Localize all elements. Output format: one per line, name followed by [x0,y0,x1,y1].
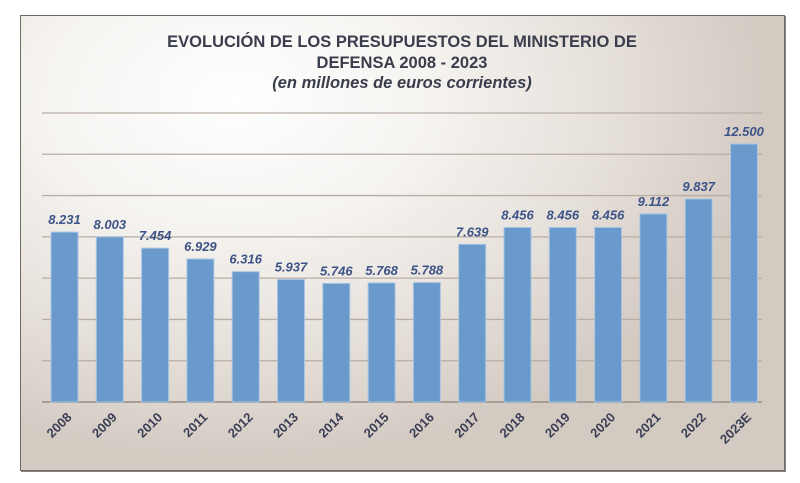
value-label-2008: 8.231 [48,212,81,227]
x-tick-label-2010: 2010 [134,410,165,441]
bar-2013 [277,278,305,403]
bar-2016 [412,282,441,403]
bar-2015 [367,282,396,403]
value-label-2010: 7.454 [139,228,172,243]
x-tick-label-2022: 2022 [678,410,709,441]
value-label-2022: 9.837 [682,179,715,194]
value-label-2018: 8.456 [501,207,534,222]
value-label-2017: 7.639 [456,224,489,239]
value-label-2012: 6.316 [229,252,262,267]
chart-title-line-2: DEFENSA 2008 - 2023 [317,54,488,72]
value-label-2023E: 12.500 [724,124,765,139]
bars [50,143,758,403]
x-tick-label-2008: 2008 [44,410,75,441]
bar-2018 [503,226,532,403]
bar-2011 [186,258,215,403]
x-tick-labels: 2008 2009 2010 2011 2012 2013 2014 2015 2016 2017… [44,409,755,447]
value-label-2019: 8.456 [547,207,580,222]
value-label-2011: 6.929 [184,239,217,254]
x-tick-label-2016: 2016 [406,410,437,441]
value-label-2013: 5.937 [275,259,308,274]
value-label-2021: 9.112 [638,194,670,209]
bar-2008 [50,231,79,403]
value-label-2014: 5.746 [320,263,353,278]
chart-title-line-1: EVOLUCIÓN DE LOS PRESUPUESTOS DEL MINIST… [167,32,637,51]
x-tick-label-2011: 2011 [180,410,211,441]
bar-2019 [548,226,577,403]
x-tick-label-2014: 2014 [315,409,347,441]
x-tick-label-2019: 2019 [542,410,573,441]
chart-subtitle: (en millones de euros corrientes) [272,74,532,92]
bar-2009 [95,236,124,403]
bar-2010 [141,247,170,403]
x-tick-label-2018: 2018 [497,410,528,441]
value-labels: 8.231 8.003 7.454 6.929 6.316 5.937 5.746 5.768… [48,124,764,278]
bar-2022 [684,198,713,403]
value-label-2009: 8.003 [94,217,127,232]
bar-2017 [458,243,487,403]
value-label-2016: 5.788 [411,263,444,278]
bar-2014 [322,282,351,403]
bar-2012 [231,271,260,403]
x-tick-label-2012: 2012 [225,410,256,441]
x-tick-label-2017: 2017 [451,410,482,441]
x-tick-label-2020: 2020 [587,410,618,441]
bar-2020 [594,226,623,403]
bar-2021 [639,213,668,403]
x-tick-label-2015: 2015 [361,410,392,441]
x-tick-label-2009: 2009 [89,410,120,441]
bar-2023E [730,143,758,403]
value-label-2015: 5.768 [365,263,398,278]
x-tick-label-2023E: 2023E [717,409,754,446]
x-tick-label-2021: 2021 [632,410,663,441]
x-tick-label-2013: 2013 [270,410,301,441]
value-label-2020: 8.456 [592,207,625,222]
